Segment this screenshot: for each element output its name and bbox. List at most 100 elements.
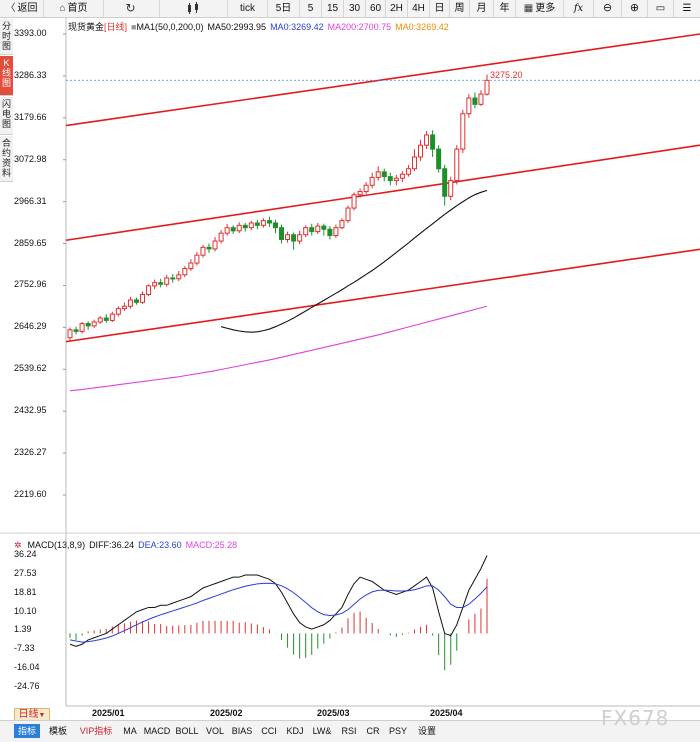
tick-label: tick <box>240 3 255 14</box>
macd-config: MACD(13,8,9) <box>27 540 86 550</box>
indicator-tab-label: BOLL <box>175 726 199 736</box>
period-label: 月 <box>476 3 487 14</box>
candle-body <box>272 222 278 229</box>
indicator-cci[interactable]: CCI <box>258 724 280 738</box>
menu-button[interactable]: ☰ <box>674 0 700 17</box>
candle-body <box>127 299 133 307</box>
macd-value: MACD:25.28 <box>185 540 238 550</box>
period-5day[interactable]: 5日 <box>268 0 300 17</box>
period-30min[interactable]: 30 <box>344 0 366 17</box>
period-month[interactable]: 月 <box>470 0 494 17</box>
back-button[interactable]: 〈返回 <box>0 0 44 17</box>
tab-kline[interactable]: K线图 <box>0 56 13 96</box>
period-week[interactable]: 周 <box>450 0 470 17</box>
candle-body <box>315 225 321 233</box>
tab-timeshare[interactable]: 分时图 <box>0 19 13 55</box>
candle-body <box>405 168 411 175</box>
candle-body <box>224 227 230 234</box>
candle-body <box>418 144 424 158</box>
indicator-tab-label: MA <box>123 726 137 736</box>
tab-flash[interactable]: 闪电图 <box>0 97 13 135</box>
period-day[interactable]: 日 <box>430 0 450 17</box>
period-label: 周 <box>454 3 465 14</box>
vip-indicator-tab[interactable]: VIP指标 <box>76 724 116 738</box>
indicator-boll[interactable]: BOLL <box>174 724 200 738</box>
period-label: 15 <box>326 3 339 14</box>
period-label: 2H <box>390 3 403 14</box>
candle-body <box>303 227 309 236</box>
channel-line-middle <box>65 144 700 242</box>
indicator-psy[interactable]: PSY <box>386 724 410 738</box>
period-year[interactable]: 年 <box>494 0 516 17</box>
indicator-tab-label: CR <box>366 726 380 736</box>
candle-body <box>194 254 200 264</box>
formula-button[interactable]: fx <box>564 0 594 17</box>
back-label: 返回 <box>17 3 38 14</box>
candle-body <box>345 207 351 222</box>
candle-body <box>357 191 363 196</box>
indicator-bias[interactable]: BIAS <box>230 724 254 738</box>
macd-dea-value: DEA:23.60 <box>138 540 182 550</box>
indicator-macd[interactable]: MACD <box>143 724 171 738</box>
layout-button[interactable]: ▭ <box>648 0 674 17</box>
candle-body <box>254 222 260 226</box>
ma-config: MA1(50,0,200,0) <box>136 22 204 32</box>
candle-body <box>327 228 333 237</box>
candle-body <box>164 277 170 285</box>
x-tick-label: 2025/02 <box>210 708 243 718</box>
period-60min[interactable]: 60 <box>366 0 386 17</box>
candle-body <box>291 234 297 242</box>
more-button[interactable]: ▦ 更多 <box>516 0 564 17</box>
channel-line-upper <box>65 33 700 127</box>
tick-button[interactable]: tick <box>228 0 268 17</box>
period-5min[interactable]: 5 <box>300 0 322 17</box>
indicator-tab-label: LW& <box>312 726 332 736</box>
y-tick-label: 2859.65 <box>14 237 47 248</box>
candle-body <box>478 93 484 105</box>
indicator-vol[interactable]: VOL <box>204 724 226 738</box>
macd-y-tick-label: -7.33 <box>14 643 35 654</box>
zoom-in-button[interactable]: ⊕ <box>622 0 648 17</box>
template-tab[interactable]: 模板 <box>44 724 72 738</box>
candle-body <box>140 293 146 303</box>
candle-body <box>393 177 399 182</box>
refresh-button[interactable]: ↻ <box>104 0 160 17</box>
indicator-bar: 指标 模板 VIP指标 MA MACD BOLL VOL BIAS CCI KD… <box>0 720 700 742</box>
candle-body <box>472 97 478 105</box>
settings-tab[interactable]: 设置 <box>414 724 440 738</box>
candle-body <box>152 282 158 287</box>
candle-body <box>266 220 272 224</box>
candle-body <box>333 227 339 237</box>
indicator-lw[interactable]: LW& <box>310 724 334 738</box>
candle-body <box>242 224 248 229</box>
indicator-rsi[interactable]: RSI <box>338 724 360 738</box>
dropdown-arrow-icon: ▼ <box>38 712 46 719</box>
period-selector-label: 日线 <box>18 709 39 720</box>
ma50-line <box>220 189 488 333</box>
indicator-ma[interactable]: MA <box>120 724 140 738</box>
indicator-kdj[interactable]: KDJ <box>284 724 306 738</box>
indicator-tab[interactable]: 指标 <box>14 724 40 738</box>
menu-icon: ☰ <box>682 3 692 14</box>
period-label: 30 <box>348 3 361 14</box>
tab-contract-info[interactable]: 合约资料 <box>0 136 13 182</box>
candlestick-button[interactable] <box>160 0 228 17</box>
ma50-value: MA50:2993.95 <box>207 22 267 32</box>
zoom-out-button[interactable]: ⊖ <box>594 0 622 17</box>
indicator-cr[interactable]: CR <box>364 724 382 738</box>
candle-body <box>387 176 393 182</box>
home-icon: ⌂ <box>59 3 66 14</box>
candle-body <box>115 308 121 315</box>
home-button[interactable]: ⌂ 首页 <box>44 0 104 17</box>
period-4h[interactable]: 4H <box>408 0 430 17</box>
candle-body <box>79 323 85 332</box>
gear-icon[interactable]: ✲ <box>14 540 22 550</box>
y-tick-label: 2219.60 <box>14 489 47 499</box>
candle-body <box>297 234 303 242</box>
period-15min[interactable]: 15 <box>322 0 344 17</box>
candle-body <box>200 246 206 256</box>
period-2h[interactable]: 2H <box>386 0 408 17</box>
candle-body <box>351 194 357 209</box>
candle-body <box>484 79 490 95</box>
